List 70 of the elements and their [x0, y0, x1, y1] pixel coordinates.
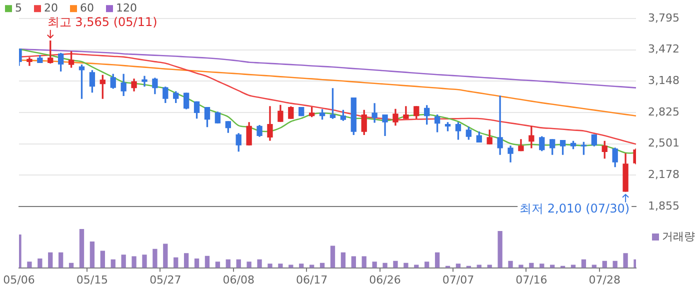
bar [184, 253, 189, 268]
bar [529, 262, 534, 268]
y-tick-label: 3,795 [648, 11, 680, 24]
x-tick-label: 06/26 [369, 273, 401, 286]
y-tick-label: 3,472 [648, 42, 680, 56]
candlestick [497, 96, 503, 155]
bar [404, 262, 408, 268]
bar [152, 248, 158, 268]
bar [268, 264, 272, 268]
bar [174, 257, 178, 268]
bar [38, 258, 42, 268]
bar [393, 260, 398, 268]
bar [612, 260, 618, 268]
y-tick-label: 1,855 [648, 199, 680, 212]
bar [110, 259, 116, 268]
legend-label: 120 [116, 1, 137, 14]
bar [581, 259, 586, 268]
candlestick [142, 76, 148, 87]
bar [623, 253, 628, 268]
x-tick-label: 06/17 [296, 273, 328, 286]
x-tick-label: 06/08 [222, 273, 254, 286]
line-series [18, 48, 637, 88]
x-tick-label: 05/06 [3, 273, 35, 286]
bar [498, 231, 502, 268]
bar [351, 256, 356, 268]
bar [58, 252, 64, 268]
x-tick-label: 05/27 [150, 273, 182, 286]
x-tick-label: 07/16 [516, 273, 548, 286]
legend-label: 60 [80, 1, 94, 14]
bar [540, 264, 544, 268]
bar [456, 264, 461, 268]
bar [330, 246, 336, 268]
bar [204, 256, 210, 268]
bar [236, 259, 241, 268]
y-tick-label: 2,825 [648, 105, 680, 118]
bar [194, 258, 200, 268]
bar [362, 256, 366, 268]
bar [340, 252, 346, 268]
bar [48, 252, 53, 268]
bar [226, 259, 230, 268]
annotation: 최고 3,565 (05/11) [47, 14, 158, 29]
legend-label: 거래량 [662, 230, 695, 243]
legend-label: 20 [44, 1, 58, 14]
x-tick-label: 07/28 [588, 273, 620, 286]
bar [372, 262, 377, 268]
bar [278, 264, 283, 268]
bar [90, 241, 95, 268]
legend-label: 5 [15, 1, 22, 14]
bar [257, 259, 262, 268]
y-tick-label: 2,178 [648, 168, 680, 181]
bar [215, 262, 220, 268]
y-tick-label: 3,148 [648, 74, 680, 88]
bar [142, 254, 147, 268]
x-tick-label: 05/15 [76, 273, 108, 286]
bar [132, 256, 136, 268]
annotation: 최저 2,010 (07/30) [520, 202, 630, 216]
x-tick-label: 07/07 [442, 273, 474, 286]
bar [299, 264, 304, 268]
bar [100, 250, 105, 268]
bar [508, 260, 513, 268]
bar [163, 244, 168, 268]
bar [246, 262, 252, 268]
bar [434, 252, 440, 268]
bar [424, 262, 430, 268]
bar [121, 254, 126, 268]
bar [382, 262, 388, 268]
y-tick-label: 2,501 [648, 136, 680, 150]
bar [602, 260, 607, 268]
bar [79, 229, 84, 268]
bar [27, 262, 32, 268]
